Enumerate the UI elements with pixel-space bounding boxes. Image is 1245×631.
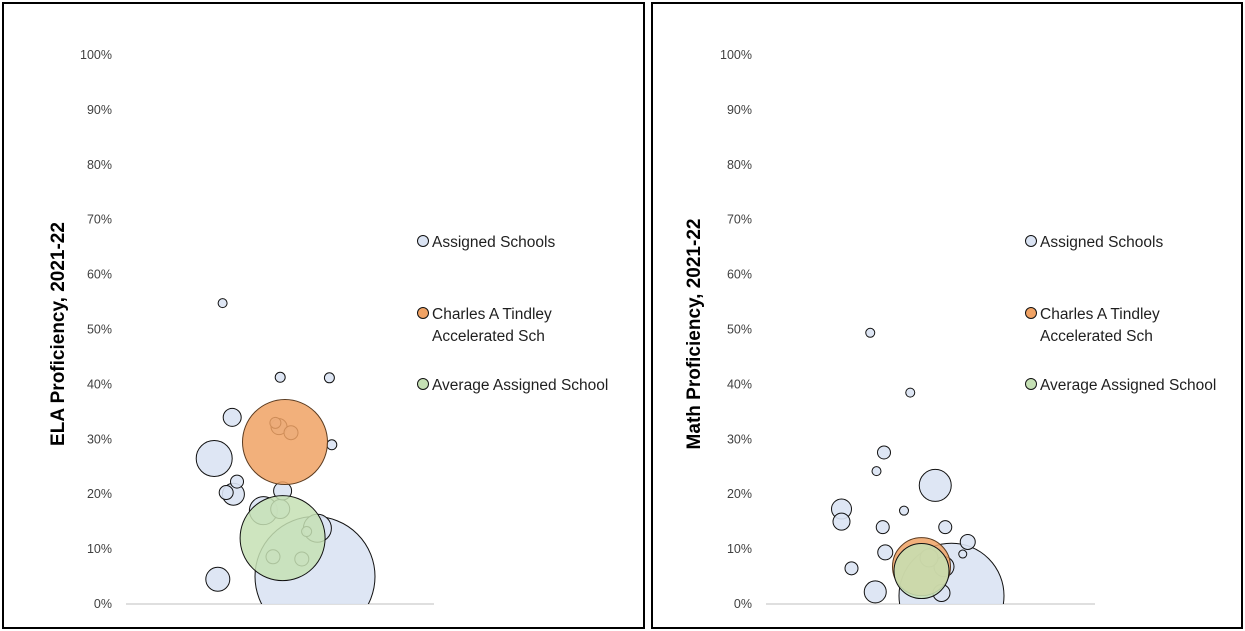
assigned-school-bubble — [918, 468, 952, 502]
assigned-school-bubble — [274, 371, 286, 383]
math-chart: 0% 10% 20% 30% 40% 50% 60% 70% 80% 90% 100% Math Pr… — [684, 48, 1216, 611]
ela-chart: 0% 10% 20% 30% 40% 50% 60% 70% 80% 90% 100% ELA Pro… — [48, 48, 608, 611]
tindley-bubble — [242, 399, 328, 486]
assigned-school-bubble — [222, 407, 242, 427]
average-school-bubble — [239, 495, 326, 582]
legend-label-2: Average Assigned School — [1040, 377, 1216, 394]
assigned-school-bubble — [323, 372, 335, 384]
ela-chart-panel: 0% 10% 20% 30% 40% 50% 60% 70% 80% 90% 100% ELA Pro… — [2, 2, 645, 629]
legend-marker-1 — [417, 307, 429, 319]
y-tick-label: 0% — [94, 597, 112, 611]
legend-label-1: Accelerated Sch — [432, 328, 545, 345]
assigned-school-bubble — [877, 445, 891, 460]
assigned-school-bubble — [863, 580, 887, 604]
assigned-school-bubble — [832, 512, 851, 531]
legend-marker-2 — [417, 378, 429, 390]
y-tick-label: 30% — [727, 432, 752, 446]
y-tick-label: 100% — [80, 48, 112, 62]
assigned-school-bubble — [205, 566, 231, 592]
assigned-school-bubble — [218, 485, 234, 501]
assigned-school-bubble — [877, 544, 894, 561]
y-tick-label: 50% — [87, 323, 112, 337]
assigned-school-bubble — [844, 561, 859, 576]
legend-label-1: Charles A Tindley — [1040, 306, 1160, 323]
y-tick-label: 90% — [727, 103, 752, 117]
y-tick-label: 90% — [87, 103, 112, 117]
y-tick-label: 20% — [87, 487, 112, 501]
y-tick-label: 60% — [727, 268, 752, 282]
math-chart-panel: 0% 10% 20% 30% 40% 50% 60% 70% 80% 90% 100% Math Pr… — [651, 2, 1243, 629]
y-tick-label: 80% — [727, 158, 752, 172]
y-tick-label: 40% — [727, 377, 752, 391]
assigned-school-bubble — [326, 439, 338, 451]
assigned-school-bubble — [871, 466, 882, 477]
assigned-school-bubble — [230, 474, 244, 489]
legend-marker-2 — [1025, 378, 1037, 390]
y-tick-label: 10% — [727, 542, 752, 556]
legend-marker-0 — [417, 235, 429, 247]
y-tick-label: 80% — [87, 158, 112, 172]
legend-label-1: Accelerated Sch — [1040, 328, 1153, 345]
y-tick-label: 60% — [87, 268, 112, 282]
y-tick-label: 100% — [720, 48, 752, 62]
y-tick-label: 70% — [87, 213, 112, 227]
legend-label-0: Assigned Schools — [432, 234, 555, 251]
assigned-school-bubble — [958, 549, 968, 559]
assigned-school-bubble — [938, 520, 953, 535]
y-tick-label: 70% — [727, 213, 752, 227]
legend-marker-1 — [1025, 307, 1037, 319]
legend-label-1: Charles A Tindley — [432, 306, 552, 323]
y-axis-label: Math Proficiency, 2021-22 — [684, 219, 705, 450]
assigned-school-bubble — [217, 298, 228, 309]
y-tick-label: 0% — [734, 597, 752, 611]
legend-marker-0 — [1025, 235, 1037, 247]
assigned-school-bubble — [875, 520, 890, 535]
assigned-school-bubble — [905, 387, 916, 398]
assigned-school-bubble — [195, 440, 233, 478]
legend-label-2: Average Assigned School — [432, 377, 608, 394]
y-tick-label: 30% — [87, 432, 112, 446]
y-tick-label: 10% — [87, 542, 112, 556]
y-tick-label: 40% — [87, 377, 112, 391]
average-school-bubble — [893, 543, 950, 600]
legend-label-0: Assigned Schools — [1040, 234, 1163, 251]
bubble-layer — [195, 298, 376, 604]
y-tick-label: 20% — [727, 487, 752, 501]
y-axis-label: ELA Proficiency, 2021-22 — [48, 222, 69, 446]
bubble-layer — [831, 327, 1005, 604]
y-tick-label: 50% — [727, 323, 752, 337]
assigned-school-bubble — [899, 505, 909, 516]
assigned-school-bubble — [865, 327, 876, 338]
assigned-school-bubble — [959, 533, 976, 550]
